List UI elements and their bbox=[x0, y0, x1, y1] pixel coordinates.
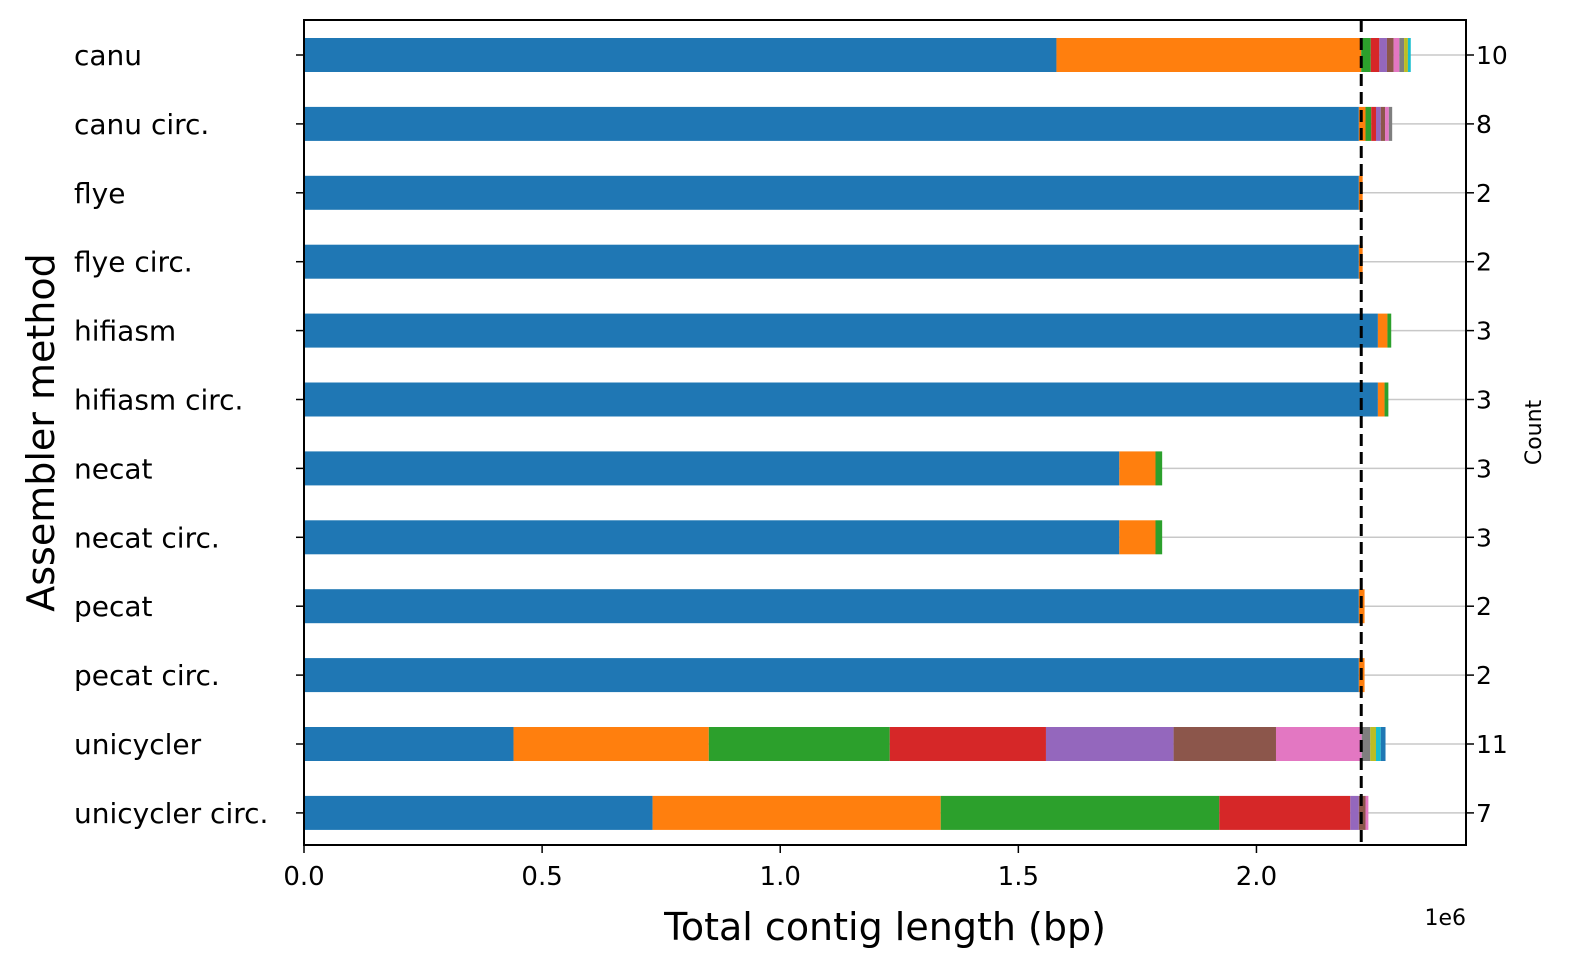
bar-segment bbox=[304, 520, 1120, 555]
bar-segment bbox=[1370, 38, 1380, 72]
count-guide-lines bbox=[304, 54, 1466, 814]
bar-segment bbox=[1173, 727, 1276, 761]
bar-segment bbox=[304, 106, 1359, 141]
y-tick-labels: canu canu circ. flye flye circ. hifiasm hifia… bbox=[74, 39, 304, 830]
bar-segment bbox=[304, 589, 1359, 624]
bar-segment bbox=[304, 313, 1378, 348]
x-tick-label: 2.0 bbox=[1236, 862, 1277, 892]
bar-segment bbox=[940, 795, 1220, 830]
count-label: 8 bbox=[1476, 110, 1492, 139]
y-axis-label: Assembler method bbox=[19, 253, 63, 612]
bar-segment bbox=[1375, 106, 1381, 141]
count-label: 10 bbox=[1476, 41, 1508, 70]
y-tick-label: unicycler circ. bbox=[74, 797, 268, 830]
x-tick-label: 0.0 bbox=[283, 862, 324, 892]
bar-segment bbox=[889, 727, 1046, 761]
bar-segment bbox=[1219, 795, 1351, 830]
bar-segment bbox=[1393, 38, 1400, 72]
x-tick-labels: 0.0 0.5 1.0 1.5 2.0 bbox=[283, 845, 1277, 892]
bar-segment bbox=[1361, 38, 1371, 72]
y-tick-label: flye bbox=[74, 177, 125, 210]
y-tick-label: canu circ. bbox=[74, 108, 209, 141]
count-label: 2 bbox=[1476, 592, 1492, 621]
bar-segment bbox=[1371, 106, 1376, 141]
bar-segment bbox=[1350, 795, 1359, 830]
bar-segment bbox=[513, 727, 709, 761]
count-label: 3 bbox=[1476, 317, 1492, 346]
y-tick-label: necat bbox=[74, 452, 153, 485]
y-tick-label: pecat bbox=[74, 590, 153, 623]
y-tick-label: hifiasm bbox=[74, 315, 176, 348]
count-label: 3 bbox=[1476, 454, 1492, 483]
bar-segment bbox=[1275, 727, 1362, 761]
count-labels: 10 8 2 2 3 3 3 3 2 2 11 7 bbox=[1466, 41, 1508, 828]
count-label: 11 bbox=[1476, 730, 1508, 759]
y-tick-label: unicycler bbox=[74, 728, 202, 761]
bar-segment bbox=[304, 38, 1057, 72]
plot-frame bbox=[303, 19, 1467, 846]
bar-segment bbox=[1119, 520, 1156, 555]
bar-segment bbox=[1387, 313, 1392, 348]
bar-segment bbox=[1370, 727, 1376, 761]
bar-segment bbox=[304, 175, 1359, 210]
count-label: 3 bbox=[1476, 386, 1492, 415]
bar-segment bbox=[1045, 727, 1174, 761]
y-tick-label: pecat circ. bbox=[74, 659, 220, 692]
x-tick-label: 1.0 bbox=[760, 862, 801, 892]
x-tick-label: 1.5 bbox=[998, 862, 1039, 892]
bar-segment bbox=[1388, 106, 1393, 141]
bar-segment bbox=[1399, 38, 1405, 72]
bar-segment bbox=[1375, 727, 1381, 761]
x-offset-label: 1e6 bbox=[1424, 906, 1466, 931]
y-tick-label: flye circ. bbox=[74, 246, 193, 279]
bar-segment bbox=[1119, 451, 1156, 486]
bar-segment bbox=[1365, 106, 1372, 141]
bar-segment bbox=[652, 795, 941, 830]
bar-segment bbox=[1056, 38, 1362, 72]
bar-segment bbox=[1384, 382, 1389, 417]
bar-segment bbox=[1380, 106, 1386, 141]
bar-segment bbox=[1404, 38, 1408, 72]
bar-segment bbox=[304, 382, 1378, 417]
bar-segment bbox=[1155, 520, 1163, 555]
count-label: 2 bbox=[1476, 661, 1492, 690]
bar-segment bbox=[708, 727, 890, 761]
bar-segment bbox=[1365, 795, 1369, 830]
count-label: 3 bbox=[1476, 523, 1492, 552]
count-label: 2 bbox=[1476, 179, 1492, 208]
count-label: 7 bbox=[1476, 799, 1492, 828]
count-label: 2 bbox=[1476, 248, 1492, 277]
bar-segment bbox=[1358, 106, 1366, 141]
bar-segment bbox=[1385, 106, 1389, 141]
bar-segment bbox=[1407, 38, 1411, 72]
secondary-y-axis-label: Count bbox=[1522, 399, 1547, 465]
bar-segment bbox=[304, 244, 1359, 279]
bar-segment bbox=[1386, 38, 1394, 72]
bar-segment bbox=[1361, 727, 1371, 761]
bar-segment bbox=[1379, 38, 1387, 72]
x-tick-label: 0.5 bbox=[521, 862, 562, 892]
bar-segment bbox=[1377, 382, 1385, 417]
bars-group bbox=[304, 38, 1411, 830]
bar-segment bbox=[1377, 313, 1388, 348]
bar-segment bbox=[304, 795, 653, 830]
bar-segment bbox=[304, 451, 1120, 486]
y-tick-label: canu bbox=[74, 39, 142, 72]
bar-segment bbox=[304, 658, 1359, 693]
bar-segment bbox=[1380, 727, 1386, 761]
y-tick-label: hifiasm circ. bbox=[74, 384, 243, 417]
y-tick-label: necat circ. bbox=[74, 521, 220, 554]
bar-segment bbox=[304, 727, 514, 761]
bar-segment bbox=[1155, 451, 1163, 486]
x-axis-label: Total contig length (bp) bbox=[663, 905, 1106, 949]
